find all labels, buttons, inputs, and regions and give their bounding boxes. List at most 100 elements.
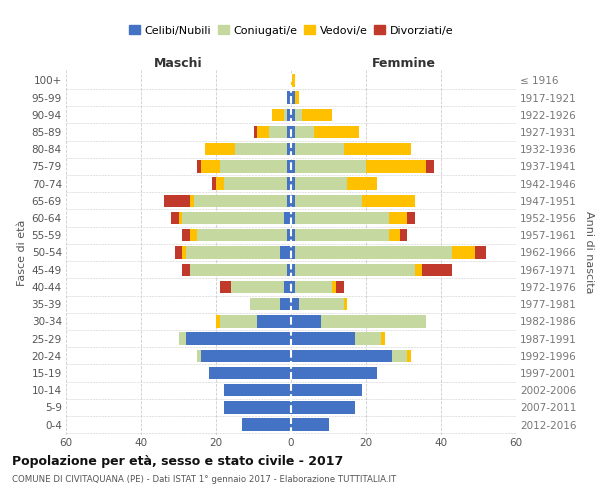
Bar — [163, 194, 190, 207]
Bar — [295, 126, 314, 138]
Bar — [291, 332, 355, 345]
Y-axis label: Anni di nascita: Anni di nascita — [584, 211, 594, 294]
Bar — [392, 350, 407, 362]
Bar — [381, 332, 385, 345]
Bar — [415, 264, 422, 276]
Bar — [291, 92, 295, 104]
Bar — [223, 178, 287, 190]
Bar — [220, 280, 231, 293]
Text: Femmine: Femmine — [371, 57, 436, 70]
Bar — [343, 143, 411, 156]
Bar — [287, 92, 291, 104]
Bar — [216, 178, 223, 190]
Bar — [291, 280, 295, 293]
Bar — [295, 246, 452, 258]
Bar — [336, 280, 343, 293]
Bar — [280, 246, 291, 258]
Bar — [190, 229, 197, 241]
Bar — [287, 126, 291, 138]
Bar — [291, 264, 295, 276]
Bar — [475, 246, 486, 258]
Bar — [284, 212, 291, 224]
Bar — [223, 402, 291, 413]
Bar — [269, 126, 287, 138]
Bar — [257, 126, 269, 138]
Legend: Celibi/Nubili, Coniugati/e, Vedovi/e, Divorziati/e: Celibi/Nubili, Coniugati/e, Vedovi/e, Di… — [124, 21, 458, 40]
Bar — [182, 246, 186, 258]
Bar — [295, 160, 366, 172]
Bar — [347, 178, 377, 190]
Bar — [291, 418, 329, 431]
Bar — [291, 229, 295, 241]
Bar — [291, 126, 295, 138]
Bar — [179, 332, 186, 345]
Bar — [209, 367, 291, 379]
Bar — [216, 315, 220, 328]
Bar — [362, 194, 415, 207]
Bar — [291, 160, 295, 172]
Bar — [223, 384, 291, 396]
Bar — [186, 332, 291, 345]
Bar — [190, 264, 287, 276]
Bar — [452, 246, 475, 258]
Bar — [295, 280, 332, 293]
Bar — [422, 264, 452, 276]
Bar — [182, 264, 190, 276]
Bar — [332, 280, 336, 293]
Bar — [426, 160, 433, 172]
Bar — [257, 315, 291, 328]
Bar — [291, 298, 299, 310]
Bar — [284, 280, 291, 293]
Bar — [231, 280, 284, 293]
Bar — [280, 298, 291, 310]
Bar — [366, 160, 426, 172]
Bar — [182, 229, 190, 241]
Bar — [201, 160, 220, 172]
Bar — [287, 143, 291, 156]
Bar — [284, 108, 287, 121]
Bar — [171, 212, 179, 224]
Bar — [220, 315, 257, 328]
Bar — [291, 108, 295, 121]
Bar — [291, 384, 362, 396]
Bar — [250, 298, 280, 310]
Bar — [220, 160, 287, 172]
Bar — [291, 367, 377, 379]
Text: COMUNE DI CIVITAQUANA (PE) - Dati ISTAT 1° gennaio 2017 - Elaborazione TUTTITALI: COMUNE DI CIVITAQUANA (PE) - Dati ISTAT … — [12, 475, 396, 484]
Bar — [291, 74, 295, 86]
Bar — [182, 212, 284, 224]
Bar — [287, 178, 291, 190]
Bar — [287, 108, 291, 121]
Bar — [201, 350, 291, 362]
Bar — [343, 298, 347, 310]
Bar — [299, 298, 343, 310]
Bar — [287, 229, 291, 241]
Bar — [291, 402, 355, 413]
Bar — [295, 143, 343, 156]
Bar — [175, 246, 182, 258]
Bar — [287, 160, 291, 172]
Bar — [389, 229, 400, 241]
Bar — [295, 229, 389, 241]
Bar — [355, 332, 381, 345]
Bar — [291, 246, 295, 258]
Bar — [197, 160, 201, 172]
Bar — [242, 418, 291, 431]
Bar — [295, 178, 347, 190]
Bar — [179, 212, 182, 224]
Text: Maschi: Maschi — [154, 57, 203, 70]
Bar — [287, 194, 291, 207]
Bar — [407, 212, 415, 224]
Bar — [291, 315, 321, 328]
Y-axis label: Fasce di età: Fasce di età — [17, 220, 28, 286]
Text: Popolazione per età, sesso e stato civile - 2017: Popolazione per età, sesso e stato civil… — [12, 455, 343, 468]
Bar — [205, 143, 235, 156]
Bar — [272, 108, 284, 121]
Bar — [295, 92, 299, 104]
Bar — [295, 194, 362, 207]
Bar — [291, 194, 295, 207]
Bar — [291, 212, 295, 224]
Bar — [193, 194, 287, 207]
Bar — [389, 212, 407, 224]
Bar — [212, 178, 216, 190]
